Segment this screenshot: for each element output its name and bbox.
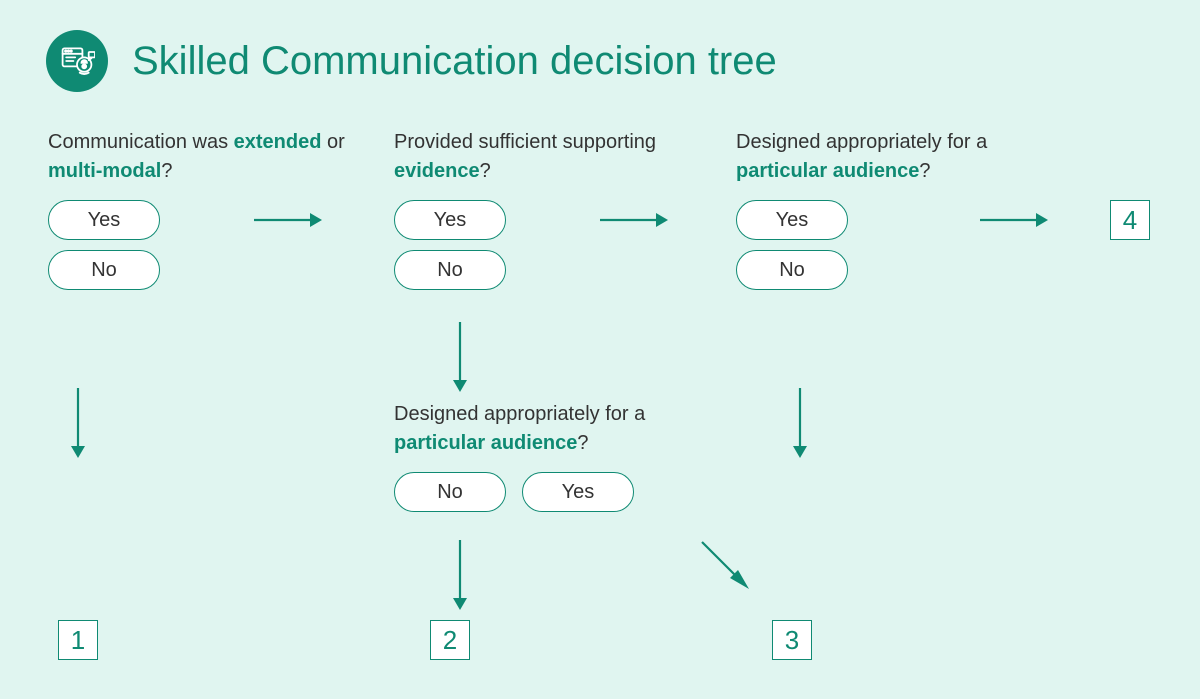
question-audience-top: Designed appropriately for a particular … bbox=[736, 128, 1056, 186]
a-q1yes-q2 bbox=[254, 210, 322, 235]
option-q1-yes[interactable]: Yes bbox=[48, 200, 160, 240]
decision-tree-diagram: Skilled Communication decision tree Comm… bbox=[0, 0, 1200, 699]
option-q4-no[interactable]: No bbox=[394, 472, 506, 512]
endpoint-1: 1 bbox=[58, 620, 98, 660]
endpoint-3: 3 bbox=[772, 620, 812, 660]
option-q2-yes[interactable]: Yes bbox=[394, 200, 506, 240]
a-q2no-q4 bbox=[450, 322, 470, 397]
title-row: Skilled Communication decision tree bbox=[46, 30, 777, 92]
option-q1-no[interactable]: No bbox=[48, 250, 160, 290]
page-title: Skilled Communication decision tree bbox=[132, 39, 777, 84]
communication-icon bbox=[46, 30, 108, 92]
option-q2-no[interactable]: No bbox=[394, 250, 506, 290]
option-q4-yes[interactable]: Yes bbox=[522, 472, 634, 512]
a-q4no-e2 bbox=[450, 540, 470, 615]
a-q2yes-q3 bbox=[600, 210, 668, 235]
question-evidence: Provided sufficient supporting evidence? bbox=[394, 128, 694, 186]
a-q3no-e3 bbox=[790, 388, 810, 463]
question-extended-multimodal: Communication was extended or multi-moda… bbox=[48, 128, 348, 186]
endpoint-2: 2 bbox=[430, 620, 470, 660]
a-q3yes-e4 bbox=[980, 210, 1048, 235]
question-audience-branch: Designed appropriately for a particular … bbox=[394, 400, 694, 458]
option-q3-yes[interactable]: Yes bbox=[736, 200, 848, 240]
a-q4yes-e3 bbox=[700, 540, 753, 598]
a-q1no-e1 bbox=[68, 388, 88, 463]
option-q3-no[interactable]: No bbox=[736, 250, 848, 290]
endpoint-4: 4 bbox=[1110, 200, 1150, 240]
